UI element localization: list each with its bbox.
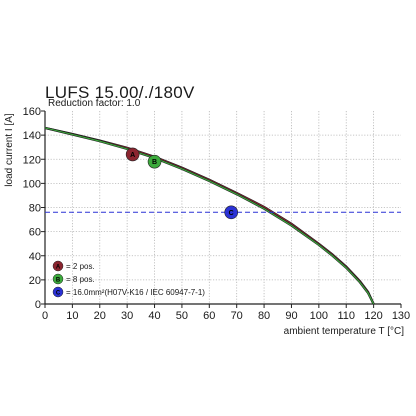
series-line-B (44, 127, 375, 305)
y-tick-label: 0 (35, 299, 41, 311)
x-tick-label: 60 (203, 310, 215, 322)
y-tick-label: 120 (23, 154, 41, 166)
y-tick-label: 100 (23, 178, 41, 190)
marker-A (125, 147, 140, 162)
chart-title: LUFS 15.00/./180V (45, 83, 195, 102)
marker-label-A: A (130, 152, 135, 159)
chart-subtitle: Reduction factor: 1.0 (48, 98, 141, 109)
x-tick-label: 0 (42, 310, 48, 322)
legend-marker-A (52, 260, 64, 272)
marker-C (224, 205, 239, 220)
grid (45, 111, 401, 304)
legend-marker-label-A: A (56, 264, 61, 270)
y-axis-label: load current I [A] (4, 113, 15, 187)
x-tick-label: 80 (258, 310, 270, 322)
x-tick-label: 10 (66, 310, 78, 322)
x-tick-label: 90 (285, 310, 297, 322)
y-tick-label: 140 (23, 130, 41, 142)
x-tick-label: 70 (231, 310, 243, 322)
x-tick-label: 100 (310, 310, 328, 322)
x-tick-label: 30 (121, 310, 133, 322)
x-tick-label: 130 (392, 310, 410, 322)
y-tick-label: 80 (29, 203, 41, 215)
axes: 0 10 20 30 40 50 60 70 80 90 100 110 120 130 0 20 40 60 80… (23, 106, 411, 322)
marker-B (147, 154, 162, 169)
x-axis-label: ambient temperature T [°C] (284, 326, 405, 337)
x-tick-label: 40 (148, 310, 160, 322)
x-tick-label: 110 (337, 310, 355, 322)
series-markers: A B C (125, 147, 239, 220)
marker-label-B: B (152, 159, 157, 166)
legend-marker-B (52, 273, 64, 285)
legend-marker-label-B: B (56, 277, 61, 283)
x-tick-label: 20 (94, 310, 106, 322)
y-tick-label: 40 (29, 251, 41, 263)
y-tick-label: 160 (23, 106, 41, 118)
y-tick-label: 60 (29, 227, 41, 239)
legend: A = 2 pos. B = 8 pos. C = 16.0mm²(H07V-K16 / … (52, 260, 205, 298)
x-tick-label: 120 (364, 310, 382, 322)
legend-entry-A: = 2 pos. (66, 262, 95, 271)
marker-label-C: C (229, 210, 234, 217)
legend-marker-label-C: C (56, 290, 61, 296)
x-tick-label: 50 (176, 310, 188, 322)
series-lines (44, 126, 401, 305)
axis-labels: ambient temperature T [°C] load current I… (4, 113, 404, 337)
legend-marker-C (52, 286, 64, 298)
legend-entry-B: = 8 pos. (66, 275, 95, 284)
legend-entry-C: = 16.0mm²(H07V-K16 / IEC 60947-7-1) (66, 288, 205, 297)
y-tick-label: 20 (29, 275, 41, 287)
